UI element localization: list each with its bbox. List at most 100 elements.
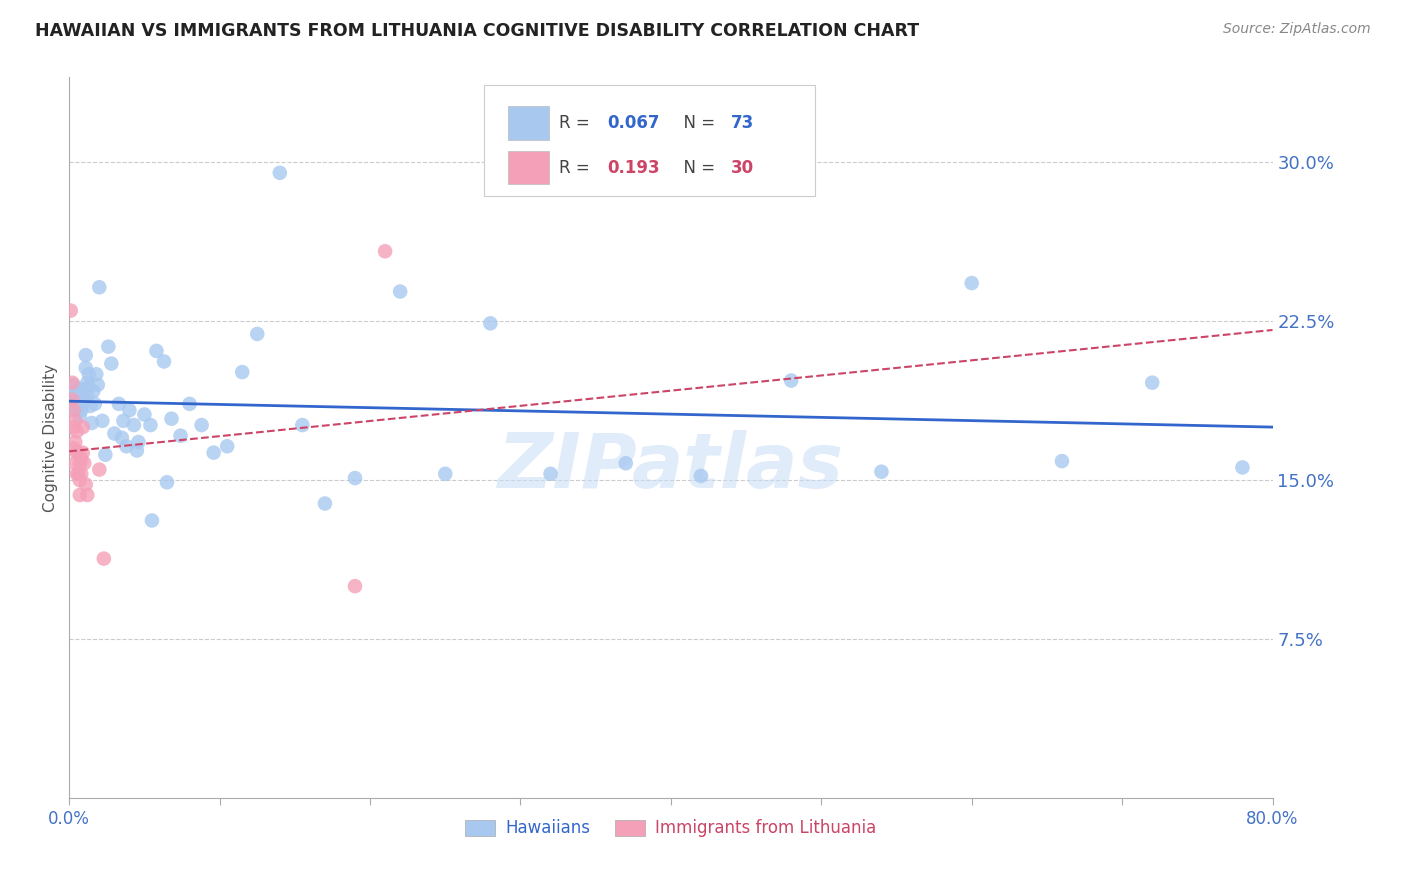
Point xyxy=(89,462,111,476)
Point xyxy=(76,388,98,402)
Point xyxy=(77,368,100,382)
Point xyxy=(100,357,122,371)
Point xyxy=(389,285,412,299)
Point xyxy=(231,365,253,379)
Point xyxy=(374,244,396,259)
Point xyxy=(59,303,82,318)
Point xyxy=(62,442,84,456)
Y-axis label: Cognitive Disability: Cognitive Disability xyxy=(44,364,58,512)
Point xyxy=(75,348,97,362)
Point xyxy=(960,276,983,290)
Point xyxy=(73,392,96,407)
Text: 0.067: 0.067 xyxy=(607,114,659,132)
Point xyxy=(343,579,366,593)
Point xyxy=(69,473,91,487)
Point xyxy=(70,467,93,481)
Point xyxy=(72,445,94,459)
Point xyxy=(75,477,97,491)
Point xyxy=(72,386,94,401)
Point xyxy=(190,418,212,433)
Text: 30: 30 xyxy=(731,159,754,177)
Point xyxy=(1050,454,1073,468)
Point xyxy=(434,467,457,481)
Point xyxy=(60,392,83,407)
Point xyxy=(69,399,91,413)
Text: R =: R = xyxy=(560,114,595,132)
Text: HAWAIIAN VS IMMIGRANTS FROM LITHUANIA COGNITIVE DISABILITY CORRELATION CHART: HAWAIIAN VS IMMIGRANTS FROM LITHUANIA CO… xyxy=(35,22,920,40)
Point xyxy=(66,445,89,459)
Point xyxy=(83,397,105,411)
Point xyxy=(60,388,83,402)
Point xyxy=(160,411,183,425)
Point xyxy=(145,343,167,358)
Text: 73: 73 xyxy=(731,114,754,132)
Point xyxy=(65,435,87,450)
Point xyxy=(82,384,104,399)
Point xyxy=(111,431,134,445)
Point xyxy=(62,403,84,417)
Point xyxy=(179,397,201,411)
Point xyxy=(202,445,225,459)
Point xyxy=(84,368,107,382)
Point xyxy=(69,388,91,402)
Point xyxy=(62,377,84,392)
Point xyxy=(127,435,149,450)
Point xyxy=(780,374,803,388)
Point xyxy=(118,403,141,417)
Point xyxy=(72,397,94,411)
Point xyxy=(134,408,156,422)
Point xyxy=(1140,376,1163,390)
Point xyxy=(614,456,637,470)
Point xyxy=(70,452,93,467)
Point xyxy=(108,397,131,411)
Point xyxy=(73,456,96,470)
Point xyxy=(67,382,90,396)
Text: Source: ZipAtlas.com: Source: ZipAtlas.com xyxy=(1223,22,1371,37)
Point xyxy=(93,551,115,566)
Point xyxy=(115,439,138,453)
Point xyxy=(76,488,98,502)
Point xyxy=(870,465,893,479)
Point xyxy=(217,439,239,453)
Point xyxy=(65,456,87,470)
Point xyxy=(246,326,269,341)
Legend: Hawaiians, Immigrants from Lithuania: Hawaiians, Immigrants from Lithuania xyxy=(458,813,883,844)
Point xyxy=(89,280,111,294)
Point xyxy=(60,376,83,390)
Point xyxy=(540,467,562,481)
Point xyxy=(65,392,87,407)
Point xyxy=(94,448,117,462)
Text: N =: N = xyxy=(673,159,721,177)
Point xyxy=(70,403,93,417)
Point xyxy=(80,416,103,430)
Point xyxy=(153,354,176,368)
Point xyxy=(67,394,90,409)
Point xyxy=(75,360,97,375)
Point xyxy=(67,467,90,481)
Point xyxy=(479,316,502,330)
Point xyxy=(67,445,90,459)
Point xyxy=(87,377,110,392)
Point xyxy=(65,403,87,417)
Point xyxy=(291,418,314,433)
Text: 0.193: 0.193 xyxy=(607,159,659,177)
Point xyxy=(69,409,91,424)
FancyBboxPatch shape xyxy=(509,151,550,185)
Point xyxy=(65,414,87,428)
Point xyxy=(72,420,94,434)
Point xyxy=(1232,460,1254,475)
FancyBboxPatch shape xyxy=(485,85,815,196)
Point xyxy=(690,469,713,483)
FancyBboxPatch shape xyxy=(509,106,550,139)
Point xyxy=(139,418,162,433)
Point xyxy=(112,414,135,428)
Point xyxy=(76,376,98,390)
Point xyxy=(141,513,163,527)
Point xyxy=(62,420,84,434)
Text: ZIPatlas: ZIPatlas xyxy=(498,430,844,504)
Point xyxy=(66,467,89,481)
Point xyxy=(97,340,120,354)
Point xyxy=(66,384,89,399)
Point xyxy=(77,380,100,394)
Point xyxy=(73,382,96,396)
